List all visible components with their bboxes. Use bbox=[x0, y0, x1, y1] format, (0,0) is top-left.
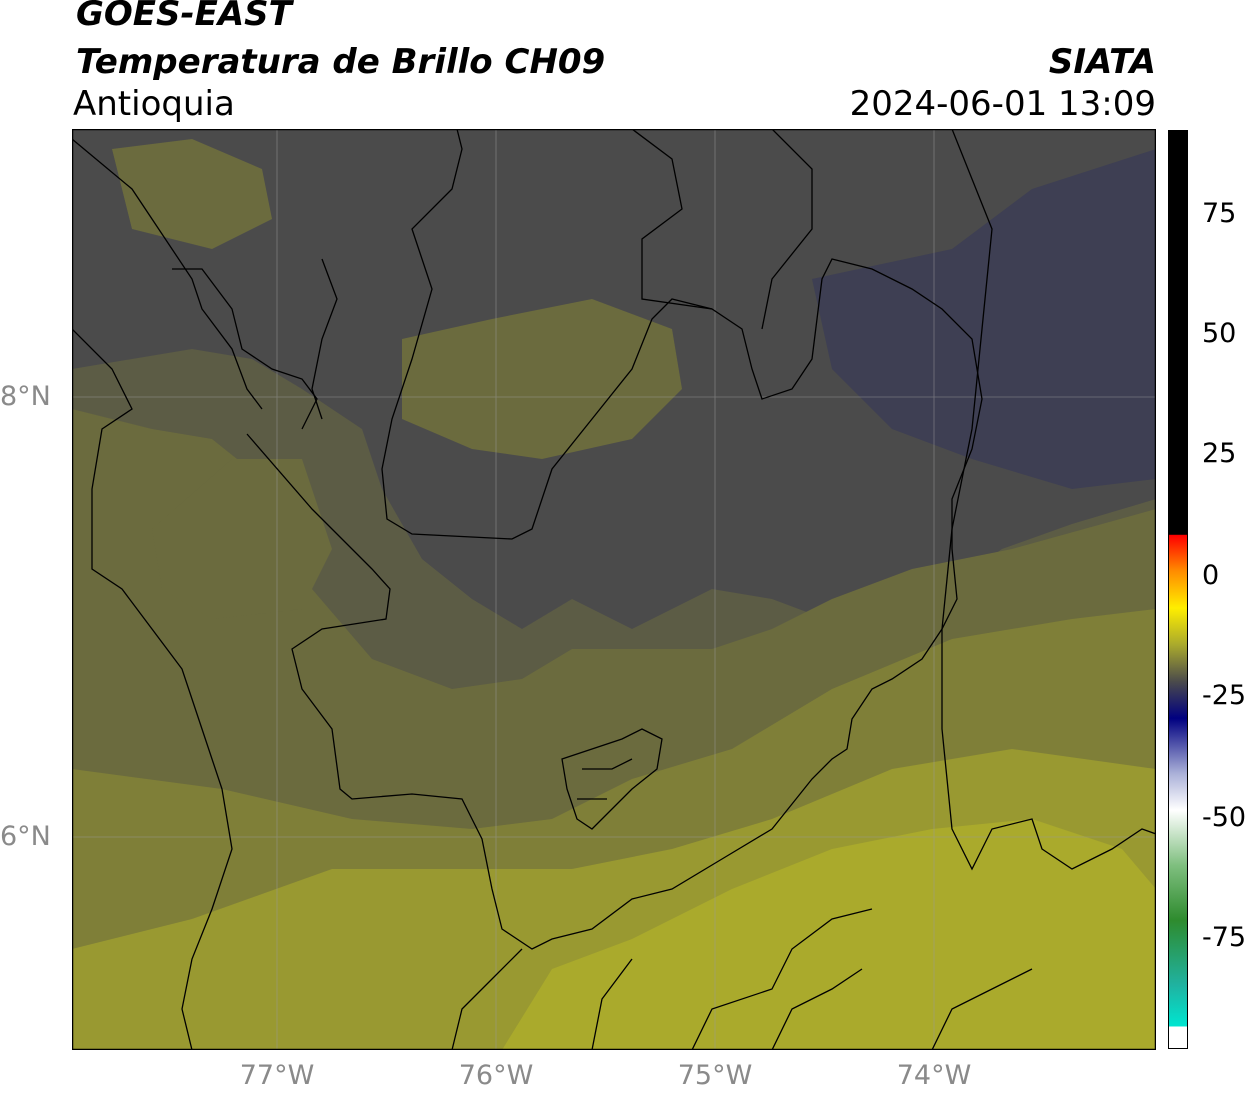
olive-patch-nw-top bbox=[112, 139, 272, 249]
antioquia-border bbox=[246, 129, 983, 950]
cold-blue-region bbox=[812, 149, 1156, 489]
colorbar-tick-50: 50 bbox=[1202, 318, 1237, 349]
satellite-map bbox=[72, 129, 1156, 1050]
olive-patch-north bbox=[402, 299, 682, 459]
product-title: Temperatura de Brillo CH09 bbox=[76, 42, 606, 82]
river-atrato bbox=[311, 258, 338, 420]
satellite-title: GOES-EAST bbox=[76, 0, 292, 34]
lon-label-74w: 74°W bbox=[896, 1060, 972, 1091]
region-label: Antioquia bbox=[73, 84, 235, 124]
colorbar-tick-25: 25 bbox=[1202, 438, 1237, 469]
lat-label-8n: 8°N bbox=[0, 381, 51, 412]
colorbar-tick-minus75: -75 bbox=[1202, 922, 1247, 953]
colorbar-tick-minus50: -50 bbox=[1202, 802, 1247, 833]
lat-label-6n: 6°N bbox=[0, 821, 51, 852]
colorbar-fill bbox=[1168, 130, 1188, 1049]
border-north-east bbox=[631, 129, 813, 330]
yellow-band bbox=[502, 819, 1156, 1050]
colorbar bbox=[1168, 130, 1188, 1049]
colorbar-tick-0: 0 bbox=[1202, 560, 1220, 591]
municipal-cluster bbox=[561, 728, 663, 830]
border-east bbox=[941, 129, 1156, 871]
lon-label-75w: 75°W bbox=[677, 1060, 753, 1091]
colorbar-tick-minus25: -25 bbox=[1202, 680, 1247, 711]
border-south bbox=[451, 908, 1033, 1050]
datetime-label: 2024-06-01 13:09 bbox=[849, 84, 1156, 124]
lon-label-77w: 77°W bbox=[239, 1060, 315, 1091]
colorbar-border bbox=[1168, 130, 1188, 1049]
colorbar-tick-75: 75 bbox=[1202, 198, 1237, 229]
olive-patch-northwest bbox=[152, 459, 332, 619]
agency-label: SIATA bbox=[1048, 42, 1156, 82]
map-border bbox=[72, 129, 1156, 1050]
lon-label-76w: 76°W bbox=[458, 1060, 534, 1091]
boundary-lines bbox=[72, 129, 1156, 1050]
